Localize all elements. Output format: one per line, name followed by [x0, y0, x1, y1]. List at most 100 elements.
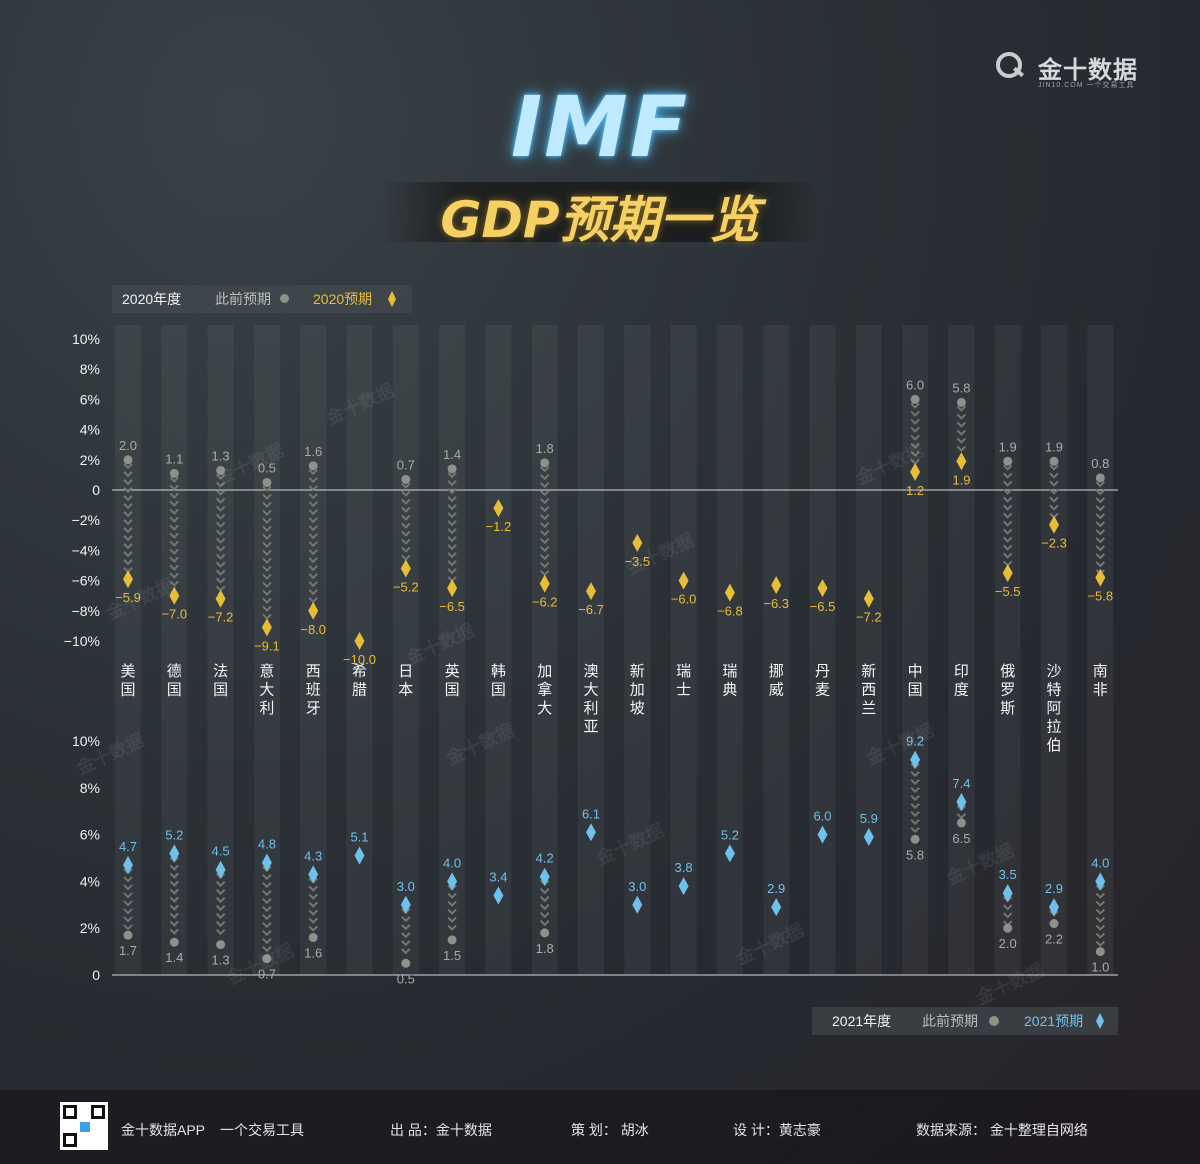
connector-chevron — [262, 509, 272, 516]
connector-chevron — [215, 497, 226, 504]
connector-chevron — [123, 479, 133, 486]
prev-point-2021 — [910, 834, 920, 844]
connector-chevron — [169, 516, 180, 523]
connector-chevron — [169, 912, 180, 919]
prev-point-2021 — [169, 937, 179, 947]
country-label: 中国 — [908, 662, 923, 699]
connector-chevron — [910, 418, 920, 425]
forecast-point-2021 — [354, 846, 365, 865]
footer-producer: 出 品：金十数据 — [390, 1122, 492, 1138]
connector-chevron — [539, 912, 550, 919]
connector-chevron — [401, 490, 411, 497]
connector-chevron — [1095, 908, 1106, 915]
forecast-label-2021: 5.2 — [721, 827, 739, 842]
prev-label-2021: 0.5 — [397, 971, 415, 986]
forecast-label-2021: 3.0 — [397, 879, 415, 894]
connector-chevron — [169, 476, 180, 483]
connector-chevron — [539, 498, 550, 505]
connector-chevron — [215, 569, 226, 576]
prev-point-2020 — [308, 461, 318, 471]
connector-chevron — [215, 529, 226, 536]
connector-chevron — [308, 517, 318, 524]
connector-chevron — [1095, 505, 1106, 512]
connector-chevron — [447, 536, 457, 543]
prev-point-2021 — [1095, 947, 1105, 957]
connector-chevron — [215, 505, 226, 512]
country-label: 瑞典 — [722, 662, 737, 699]
forecast-label-2020: 1.9 — [952, 472, 970, 487]
forecast-label-2021: 4.0 — [1091, 855, 1109, 870]
prev-label-2020: 0.7 — [397, 457, 415, 472]
connector-chevron — [308, 901, 318, 908]
connector-chevron — [308, 533, 318, 540]
prev-point-2021 — [1049, 919, 1059, 929]
country-label: 新加坡 — [630, 662, 645, 717]
connector-chevron — [123, 527, 133, 534]
connector-chevron — [539, 904, 550, 911]
connector-chevron — [1095, 561, 1106, 568]
connector-chevron — [1049, 496, 1059, 503]
column-stripe — [115, 325, 141, 975]
connector-chevron — [1095, 924, 1106, 931]
forecast-label-2020: 1.2 — [906, 483, 924, 498]
prev-point-2020 — [956, 397, 966, 407]
forecast-point-2021 — [400, 895, 411, 914]
connector-chevron — [262, 501, 272, 508]
connector-chevron — [401, 948, 411, 955]
connector-chevron — [169, 572, 180, 579]
forecast-point-2020 — [539, 574, 550, 593]
connector-chevron — [169, 556, 180, 563]
forecast-point-2020 — [724, 583, 735, 602]
connector-chevron — [539, 546, 550, 553]
connector-chevron — [262, 541, 272, 548]
prev-label-2020: 1.9 — [1045, 439, 1063, 454]
connector-chevron — [539, 888, 550, 895]
forecast-label-2021: 4.2 — [536, 851, 554, 866]
prev-label-2021: 6.5 — [952, 831, 970, 846]
connector-chevron — [123, 884, 133, 891]
forecast-label-2020: −8.0 — [300, 622, 326, 637]
forecast-point-2020 — [586, 582, 596, 601]
country-label: 南非 — [1093, 662, 1108, 699]
connector-chevron — [539, 896, 550, 903]
connector-chevron — [123, 916, 133, 923]
forecast-point-2020 — [261, 618, 272, 637]
y-tick-label-2020: −10% — [64, 633, 100, 649]
connector-chevron — [262, 921, 272, 929]
country-label: 挪威 — [769, 662, 784, 699]
connector-chevron — [262, 897, 272, 905]
connector-chevron — [401, 482, 411, 489]
connector-chevron — [169, 540, 180, 547]
forecast-label-2021: 4.8 — [258, 837, 276, 852]
connector-chevron — [1002, 464, 1013, 471]
forecast-point-2021 — [632, 895, 643, 914]
column-stripe — [670, 325, 697, 975]
connector-chevron — [262, 913, 272, 921]
connector-chevron — [956, 445, 967, 452]
forecast-label-2020: −9.1 — [254, 638, 280, 653]
connector-chevron — [262, 937, 272, 945]
connector-chevron — [1002, 520, 1013, 527]
forecast-label-2021: 4.0 — [443, 855, 461, 870]
prev-label-2021: 0.7 — [258, 967, 276, 982]
connector-chevron — [215, 896, 226, 904]
connector-chevron — [169, 896, 180, 903]
prev-label-2021: 1.5 — [443, 948, 461, 963]
forecast-label-2020: −1.2 — [486, 519, 512, 534]
forecast-label-2021: 5.9 — [860, 811, 878, 826]
connector-chevron — [308, 477, 318, 484]
connector-chevron — [910, 827, 920, 834]
connector-chevron — [262, 485, 272, 492]
column-stripe — [902, 325, 929, 975]
connector-chevron — [308, 525, 318, 532]
connector-chevron — [123, 908, 133, 915]
qr-code-icon — [60, 1102, 108, 1150]
connector-chevron — [123, 892, 133, 899]
connector-chevron — [215, 521, 226, 528]
connector-chevron — [1002, 504, 1013, 511]
connector-chevron — [447, 552, 457, 559]
connector-chevron — [1002, 480, 1013, 487]
connector-chevron — [910, 450, 920, 457]
prev-label-2021: 1.8 — [536, 941, 554, 956]
